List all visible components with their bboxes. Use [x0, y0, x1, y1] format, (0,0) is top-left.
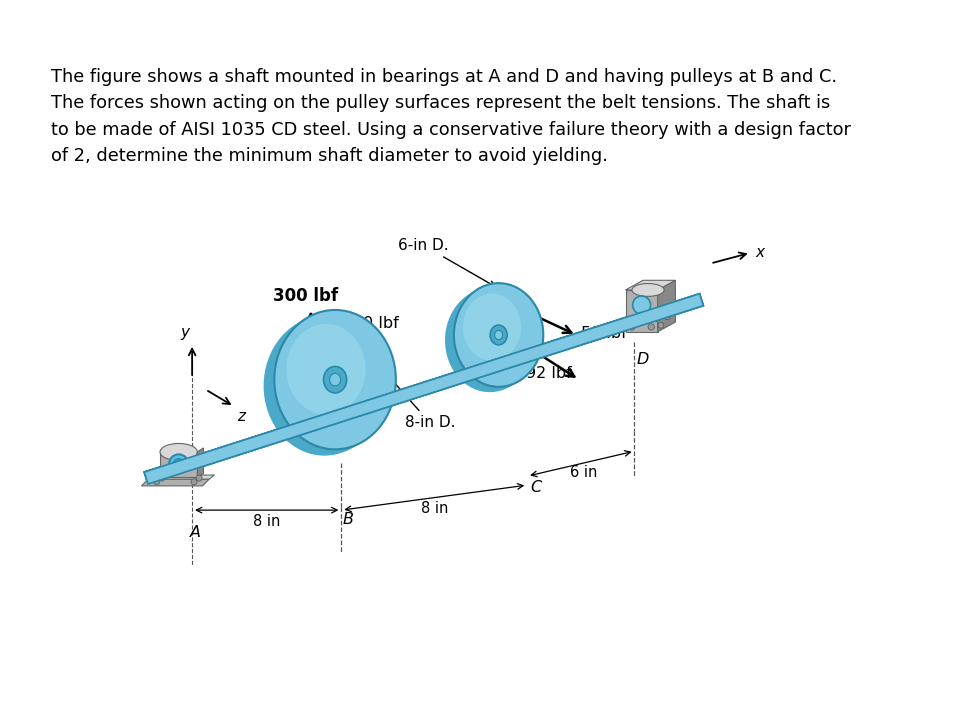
Text: y: y [180, 325, 189, 341]
Ellipse shape [329, 374, 341, 386]
Ellipse shape [452, 284, 541, 388]
Ellipse shape [324, 366, 347, 393]
Polygon shape [626, 280, 676, 290]
Ellipse shape [632, 284, 664, 297]
Text: 392 lbf: 392 lbf [516, 366, 571, 381]
Polygon shape [658, 280, 676, 320]
Circle shape [169, 454, 188, 473]
Polygon shape [626, 320, 658, 332]
Ellipse shape [463, 294, 521, 361]
Text: 300 lbf: 300 lbf [273, 287, 338, 305]
Ellipse shape [447, 287, 537, 391]
Ellipse shape [453, 284, 542, 387]
Polygon shape [160, 452, 198, 477]
Ellipse shape [264, 316, 385, 456]
Circle shape [174, 459, 183, 469]
Ellipse shape [446, 288, 536, 392]
Ellipse shape [491, 325, 507, 345]
Ellipse shape [268, 314, 389, 454]
Ellipse shape [449, 286, 539, 390]
Ellipse shape [266, 315, 388, 454]
Ellipse shape [273, 311, 395, 450]
Ellipse shape [265, 315, 387, 455]
Text: A: A [190, 526, 202, 540]
Ellipse shape [450, 285, 540, 389]
Text: x: x [756, 246, 764, 260]
Ellipse shape [272, 312, 394, 451]
Text: 8 in: 8 in [252, 513, 280, 528]
Text: z: z [237, 409, 245, 424]
Polygon shape [148, 475, 214, 479]
Ellipse shape [275, 310, 396, 449]
Polygon shape [144, 294, 704, 484]
Text: 59 lbf: 59 lbf [581, 325, 627, 341]
Ellipse shape [286, 324, 366, 415]
Circle shape [658, 323, 663, 328]
Ellipse shape [271, 312, 392, 451]
Ellipse shape [448, 287, 538, 390]
Ellipse shape [160, 444, 198, 460]
Polygon shape [141, 479, 209, 486]
Circle shape [191, 479, 197, 485]
Circle shape [196, 475, 203, 481]
Polygon shape [198, 448, 204, 477]
Ellipse shape [454, 283, 543, 387]
Text: 8 in: 8 in [420, 501, 448, 516]
Circle shape [648, 324, 655, 330]
Circle shape [158, 475, 165, 481]
Text: 6-in D.: 6-in D. [398, 238, 494, 287]
Circle shape [633, 296, 651, 314]
Polygon shape [144, 294, 704, 484]
Polygon shape [144, 294, 704, 484]
Text: B: B [343, 512, 353, 527]
Circle shape [154, 479, 159, 485]
Text: 8-in D.: 8-in D. [389, 377, 455, 431]
Text: C: C [530, 480, 541, 495]
Circle shape [629, 324, 636, 330]
Circle shape [664, 314, 670, 320]
Text: 6 in: 6 in [570, 465, 597, 480]
Text: 50 lbf: 50 lbf [353, 315, 398, 330]
Ellipse shape [269, 313, 391, 452]
Polygon shape [626, 290, 658, 320]
Text: The figure shows a shaft mounted in bearings at A and D and having pulleys at B : The figure shows a shaft mounted in bear… [51, 68, 851, 165]
Text: D: D [636, 353, 649, 367]
Ellipse shape [494, 330, 503, 340]
Polygon shape [658, 311, 676, 332]
Ellipse shape [445, 289, 535, 392]
